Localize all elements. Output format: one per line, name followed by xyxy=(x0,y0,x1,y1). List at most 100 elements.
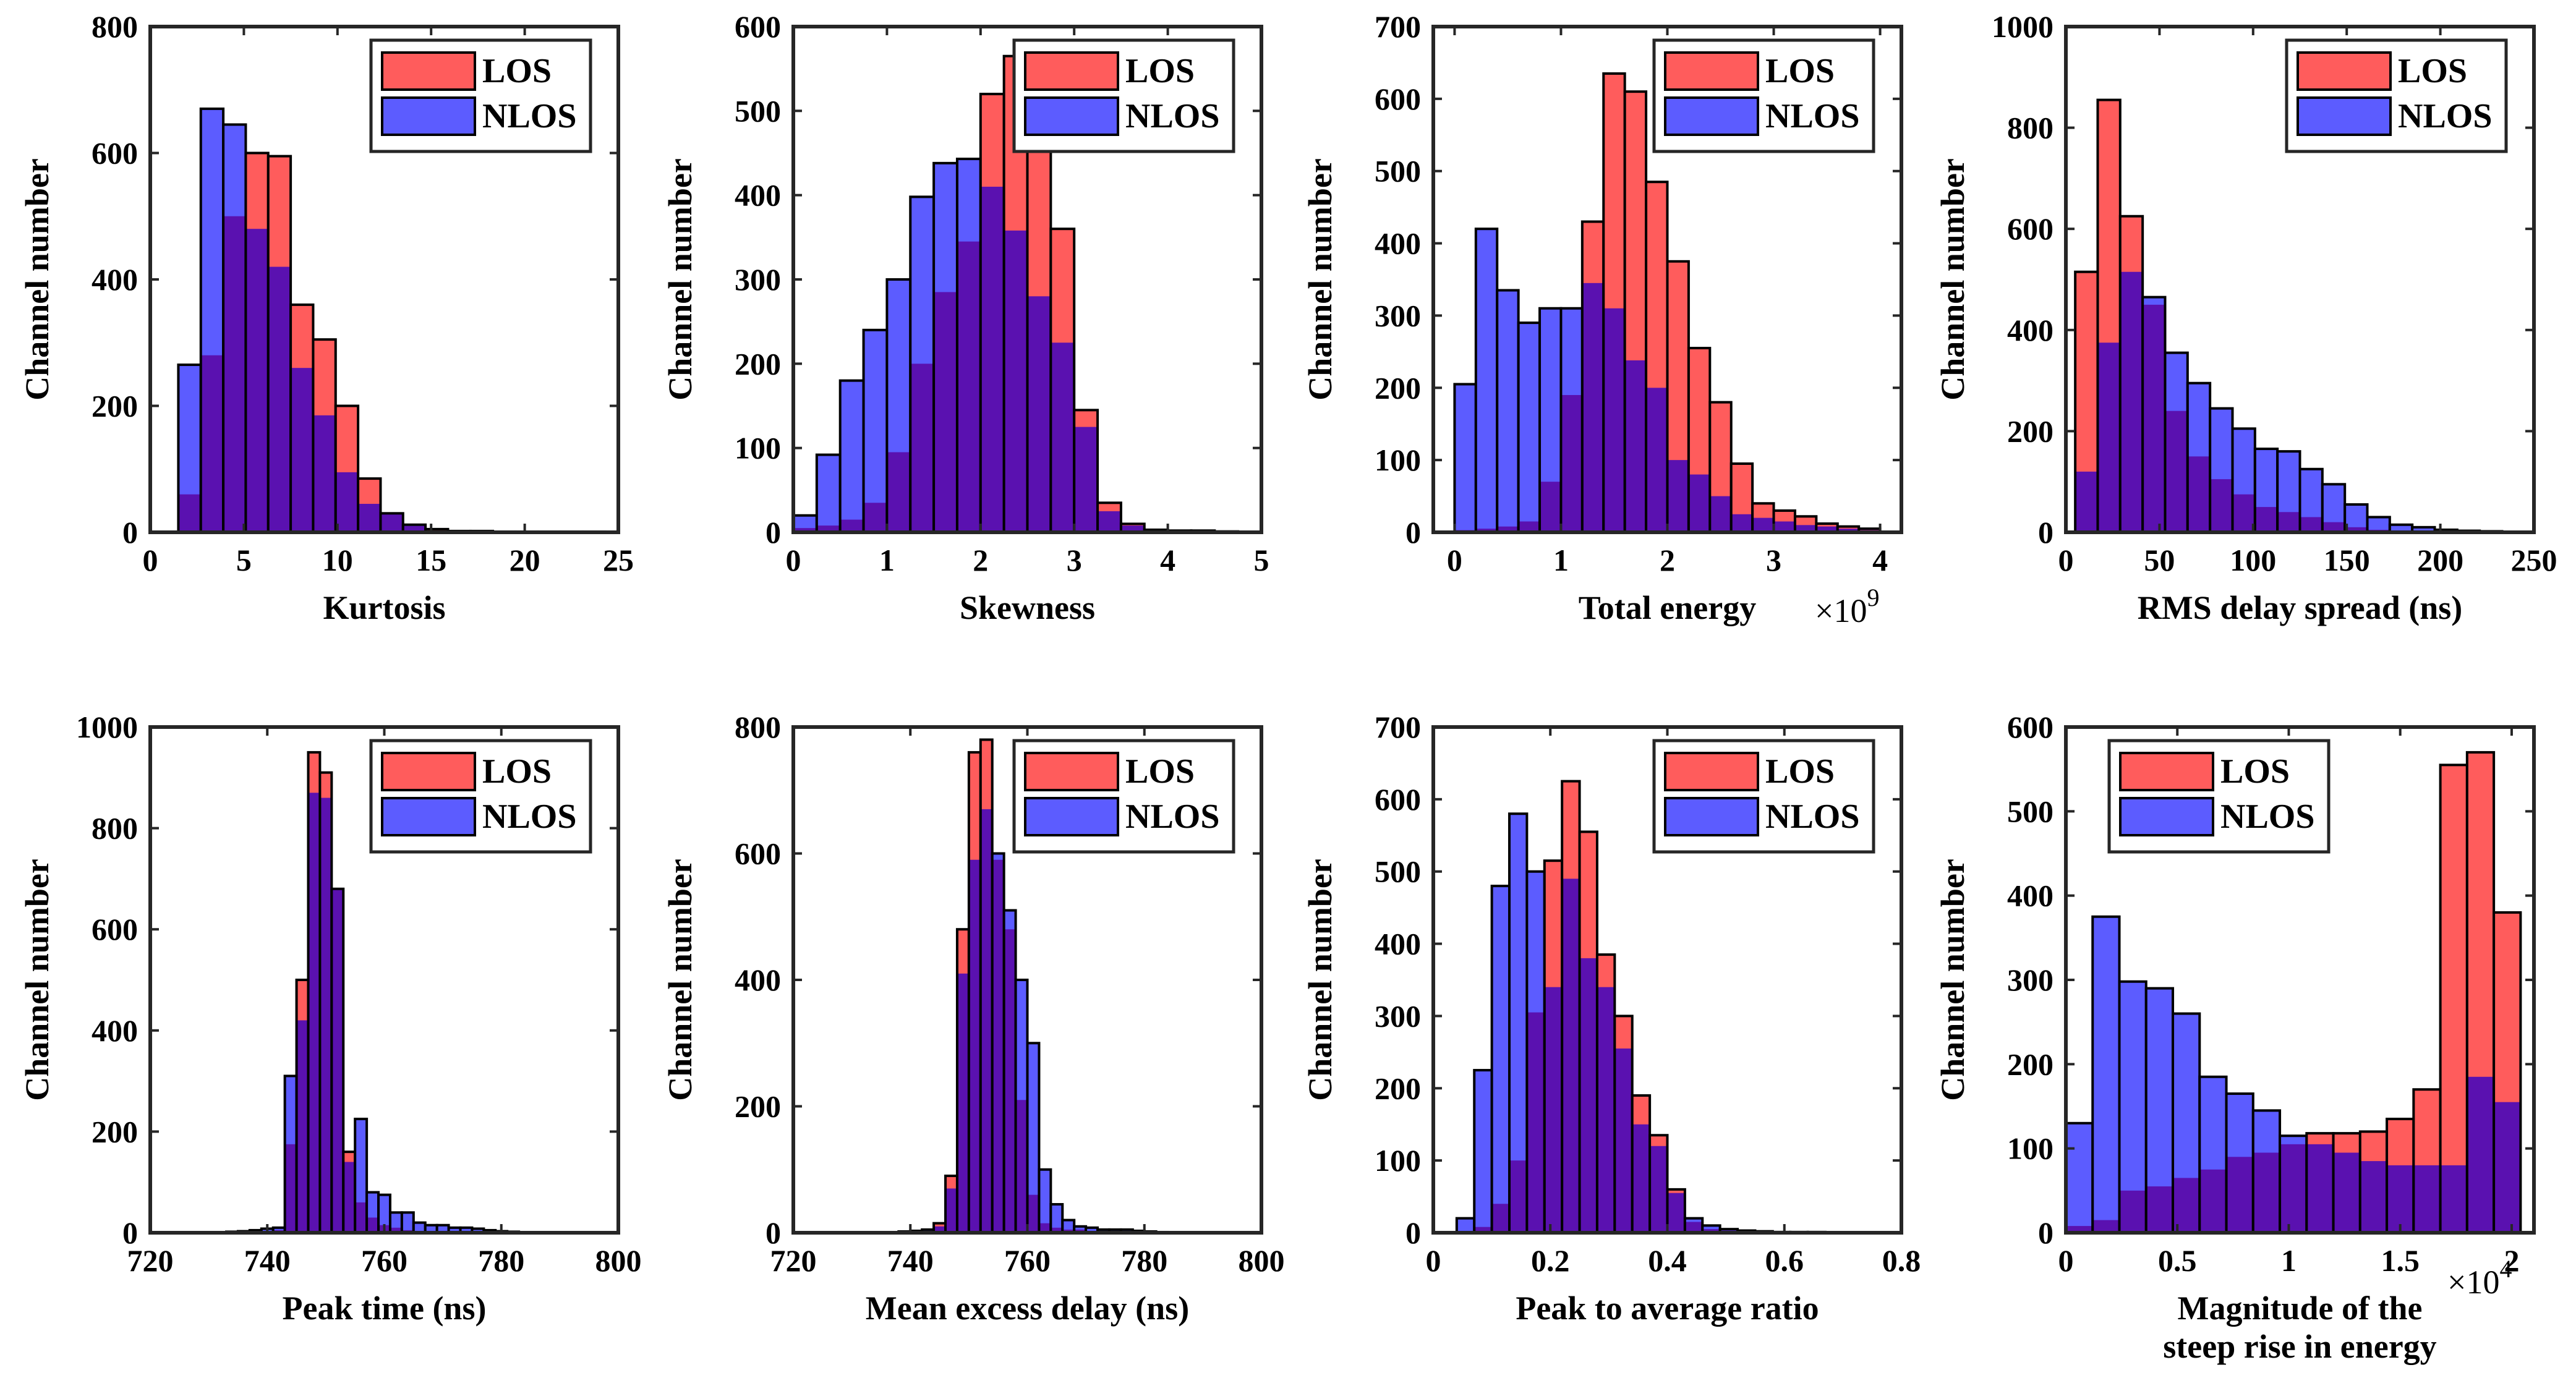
chart-6-xtick-label: 720 xyxy=(770,1243,817,1278)
chart-6-legend: LOS NLOS xyxy=(1012,739,1235,854)
chart-6-legend-swatch-nlos xyxy=(1024,797,1119,836)
chart-1-bar-overlap-6 xyxy=(313,415,336,532)
chart-6-legend-label-los: LOS xyxy=(1125,752,1195,791)
chart-2-bar-nlos-3 xyxy=(863,330,887,532)
chart-1-legend-label-los: LOS xyxy=(482,52,552,90)
chart-7-bar-nlos-2 xyxy=(1491,886,1510,1233)
chart-5-legend-label-los: LOS xyxy=(482,752,552,791)
chart-1-ylabel: Channel number xyxy=(19,158,56,401)
chart-5-ytick-label: 200 xyxy=(92,1114,138,1149)
chart-4-bar-nlos-14 xyxy=(2389,524,2413,532)
chart-8-bar-overlap-12 xyxy=(2387,1165,2414,1233)
chart-4-ytick-label: 1000 xyxy=(1992,9,2054,44)
chart-4-axes-box xyxy=(2064,25,2536,534)
chart-8-bar-overlap-2 xyxy=(2119,1190,2146,1233)
chart-6-legend-swatch-los xyxy=(1024,752,1119,791)
chart-3-bar-nlos-0 xyxy=(1454,384,1476,532)
chart-8-bar-overlap-8 xyxy=(2280,1144,2307,1233)
chart-4-ytick-label: 800 xyxy=(2007,111,2054,145)
chart-1-xtick-label: 15 xyxy=(416,543,446,577)
chart-7-ytick-label: 0 xyxy=(1405,1215,1421,1250)
chart-1-xtick-label: 10 xyxy=(322,543,353,577)
chart-7-bar-overlap-2 xyxy=(1491,1204,1510,1233)
chart-6-bar-overlap-4 xyxy=(945,1188,957,1233)
chart-8-bar-overlap-5 xyxy=(2199,1169,2227,1233)
chart-5-bar-nlos-21 xyxy=(472,1228,484,1233)
chart-2-bar-overlap-8 xyxy=(980,187,1004,532)
chart-2-legend-swatch-nlos xyxy=(1024,96,1119,136)
chart-5-bar-overlap-11 xyxy=(355,1202,367,1233)
chart-6-bar-nlos-13 xyxy=(1051,1204,1063,1233)
chart-7-bar-overlap-9 xyxy=(1614,1049,1632,1233)
chart-8-ytick-label: 500 xyxy=(2007,794,2054,828)
chart-3-ytick-label: 700 xyxy=(1375,9,1421,44)
chart-8-bar-overlap-14 xyxy=(2440,1165,2467,1233)
chart-3-bar-overlap-12 xyxy=(1710,496,1731,532)
chart-6-bar-overlap-11 xyxy=(1027,1194,1039,1233)
chart-1-bar-overlap-0 xyxy=(178,494,201,532)
chart-7-ytick-label: 600 xyxy=(1375,782,1421,817)
chart-5-bar-nlos-20 xyxy=(460,1227,472,1233)
chart-1-legend: LOS NLOS xyxy=(369,38,592,153)
chart-7-xtick-label: 0.8 xyxy=(1882,1243,1921,1278)
chart-2-xtick-label: 5 xyxy=(1254,543,1269,577)
chart-6-ylabel: Channel number xyxy=(662,859,699,1101)
chart-2: 0 1 2 3 4 5 0 100 200 300 400 500 600 Channel number S… xyxy=(662,9,1269,626)
chart-7: 0 0.2 0.4 0.6 0.8 0 100 200 300 400 500 600 700 Chann… xyxy=(1302,710,1921,1327)
chart-6-bar-overlap-8 xyxy=(992,859,1004,1233)
chart-3-ylabel: Channel number xyxy=(1302,158,1339,401)
chart-5-legend-swatch-nlos xyxy=(381,797,476,836)
chart-6-ytick-label: 600 xyxy=(735,836,781,871)
chart-1-bar-overlap-3 xyxy=(245,229,268,532)
chart-5-ylabel: Channel number xyxy=(19,859,56,1101)
chart-1-bar-overlap-7 xyxy=(335,472,359,532)
chart-5-xtick-label: 780 xyxy=(478,1243,524,1278)
chart-2-xtick-label: 3 xyxy=(1067,543,1082,577)
chart-7-bar-overlap-3 xyxy=(1509,1160,1527,1233)
chart-5-bar-nlos-17 xyxy=(425,1225,437,1233)
chart-7-ytick-label: 400 xyxy=(1375,927,1421,961)
chart-8-ytick-label: 200 xyxy=(2007,1047,2054,1081)
chart-8: 0 0.5 1 1.5 2 0 100 200 300 400 500 600 Channel numb… xyxy=(1934,710,2536,1365)
chart-5-ytick-label: 0 xyxy=(122,1215,138,1250)
chart-8-bar-overlap-11 xyxy=(2360,1161,2387,1233)
chart-6-ytick-label: 0 xyxy=(766,1215,781,1250)
chart-3-bar-overlap-7 xyxy=(1603,308,1625,532)
chart-2-bar-overlap-13 xyxy=(1098,511,1121,532)
chart-1-bar-overlap-1 xyxy=(200,355,224,532)
chart-6-xtick-label: 800 xyxy=(1239,1243,1285,1278)
chart-5-xtick-label: 740 xyxy=(244,1243,291,1278)
chart-5-bar-nlos-4 xyxy=(273,1227,285,1233)
chart-3-bar-overlap-17 xyxy=(1816,526,1838,532)
chart-1-xtick-label: 25 xyxy=(603,543,634,577)
chart-7-ytick-label: 100 xyxy=(1375,1143,1421,1178)
chart-1-xtick-label: 5 xyxy=(236,543,252,577)
chart-3-bar-overlap-15 xyxy=(1773,521,1795,532)
chart-3-bar-overlap-13 xyxy=(1731,514,1753,532)
chart-4-xtick-label: 0 xyxy=(2058,543,2074,577)
chart-2-xtick-label: 0 xyxy=(786,543,801,577)
chart-4-legend-label-nlos: NLOS xyxy=(2398,97,2493,135)
chart-1-xlabel: Kurtosis xyxy=(323,589,445,626)
chart-5-xtick-label: 760 xyxy=(361,1243,407,1278)
chart-2-bar-overlap-2 xyxy=(840,519,864,532)
chart-3-legend-swatch-nlos xyxy=(1664,96,1759,136)
chart-3-bar-overlap-2 xyxy=(1497,526,1519,532)
chart-7-xtick-label: 0 xyxy=(1426,1243,1441,1278)
chart-4-ytick-label: 0 xyxy=(2038,515,2054,550)
chart-6: 720 740 760 780 800 0 200 400 600 800 Channel numb… xyxy=(662,710,1285,1327)
chart-8-xlabel-line: steep rise in energy xyxy=(2163,1328,2436,1365)
chart-2-ytick-label: 600 xyxy=(735,9,781,44)
chart-6-bar-overlap-7 xyxy=(980,809,992,1233)
chart-2-ytick-label: 300 xyxy=(735,262,781,297)
chart-8-ytick-label: 600 xyxy=(2007,710,2054,744)
chart-3-bar-overlap-14 xyxy=(1752,517,1774,532)
chart-5-bar-nlos-13 xyxy=(378,1194,390,1233)
chart-3-legend: LOS NLOS xyxy=(1652,38,1875,153)
chart-7-ylabel: Channel number xyxy=(1302,859,1339,1101)
chart-4-bar-overlap-12 xyxy=(2345,527,2368,532)
chart-4-bar-overlap-4 xyxy=(2165,410,2188,532)
chart-5-xlabel: Peak time (ns) xyxy=(283,1290,487,1327)
chart-7-xtick-label: 0.2 xyxy=(1531,1243,1570,1278)
chart-1-legend-swatch-nlos xyxy=(381,96,476,136)
